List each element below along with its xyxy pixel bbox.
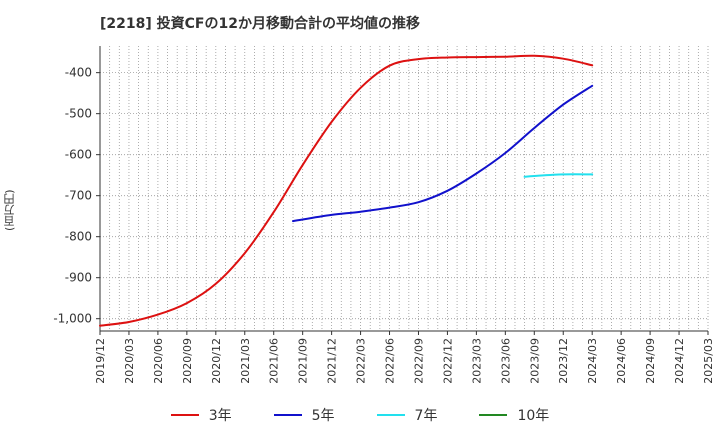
- legend-item-2: 5年: [273, 405, 335, 425]
- legend-swatch: [273, 414, 302, 416]
- x-tick-label: 2020/03: [123, 338, 136, 384]
- x-tick-label: 2020/06: [152, 338, 165, 384]
- x-tick-label: 2021/12: [326, 338, 339, 384]
- legend-item-1: 3年: [170, 405, 232, 425]
- y-tick-label: -700: [65, 189, 92, 203]
- x-tick-label: 2024/12: [673, 338, 686, 384]
- legend-label: 7年: [414, 408, 438, 424]
- y-tick-label: -500: [65, 107, 92, 121]
- chart-title: [2218] 投資CFの12か月移動合計の平均値の推移: [100, 16, 420, 32]
- x-tick-label: 2023/03: [470, 338, 483, 384]
- x-tick-label: 2024/03: [586, 338, 599, 384]
- legend-item-3: 7年: [376, 405, 438, 425]
- y-tick-label: -900: [65, 271, 92, 285]
- plot-area: [100, 46, 708, 331]
- x-tick-label: 2022/03: [355, 338, 368, 384]
- x-tick-label: 2021/09: [297, 338, 310, 384]
- x-tick-label: 2023/12: [557, 338, 570, 384]
- x-tick-label: 2022/09: [412, 338, 425, 384]
- series-line-2: [292, 84, 594, 223]
- legend: 3年 5年 7年 10年: [0, 404, 720, 426]
- legend-label: 5年: [311, 408, 335, 424]
- x-tick-label: 2021/03: [239, 338, 252, 384]
- x-tick-label: 2024/09: [644, 338, 657, 384]
- x-tick-label: 2025/03: [702, 338, 715, 384]
- x-tick-label: 2020/09: [181, 338, 194, 384]
- y-tick-label: -1,000: [53, 312, 92, 326]
- x-tick-label: 2022/12: [441, 338, 454, 384]
- legend-label: 10年: [517, 408, 550, 424]
- x-tick-label: 2021/06: [268, 338, 281, 384]
- legend-item-4: 10年: [479, 405, 549, 425]
- x-tick-label: 2022/06: [384, 338, 397, 384]
- x-tick-label: 2019/12: [94, 338, 107, 384]
- legend-label: 3年: [208, 408, 232, 424]
- y-tick-label: -400: [65, 66, 92, 80]
- y-tick-label: -600: [65, 148, 92, 162]
- series-line-3: [523, 173, 594, 178]
- x-tick-label: 2023/09: [528, 338, 541, 384]
- y-tick-label: -800: [65, 230, 92, 244]
- series-line-1: [99, 54, 594, 327]
- legend-swatch: [170, 414, 199, 416]
- x-tick-label: 2020/12: [210, 338, 223, 384]
- x-tick-label: 2024/06: [615, 338, 628, 384]
- legend-swatch: [479, 414, 508, 416]
- legend-swatch: [376, 414, 405, 416]
- x-tick-label: 2023/06: [499, 338, 512, 384]
